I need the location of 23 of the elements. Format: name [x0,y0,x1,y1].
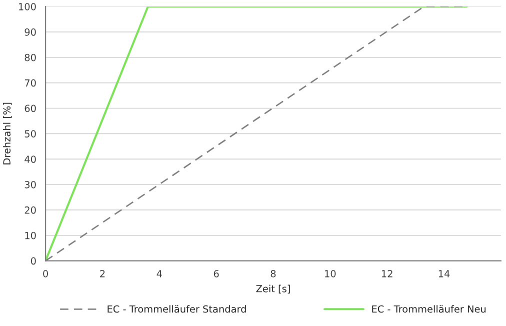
y-tick-label: 100 [19,3,36,10]
y-tick-label: 90 [24,28,36,36]
x-tick-label: 6 [214,270,219,278]
y-tick-label: 0 [30,257,36,265]
x-tick-label: 2 [100,270,105,278]
y-tick-label: 10 [25,232,36,240]
y-tick-label: 80 [24,54,36,62]
y-tick-label: 30 [24,180,36,188]
x-tick-label: 0 [43,270,48,278]
y-tick-label: 50 [24,130,36,138]
x-axis-title: Zeit [s] [256,284,290,294]
y-axis-title: Drehzahl [%] [2,102,12,164]
y-tick-label: 40 [24,156,36,163]
x-tick-label: 4 [156,270,162,278]
y-tick-label: 20 [24,206,36,214]
x-tick-label: 14 [438,270,450,278]
y-tick-label: 60 [24,104,36,112]
x-tick-label: 10 [325,270,336,278]
x-tick-label: 12 [382,270,392,278]
x-tick-label: 8 [270,270,276,278]
y-tick-label: 70 [24,79,36,87]
legend-label: EC - Trommelläufer Standard [108,305,246,313]
legend-label: EC - Trommelläufer Neu [372,305,486,313]
